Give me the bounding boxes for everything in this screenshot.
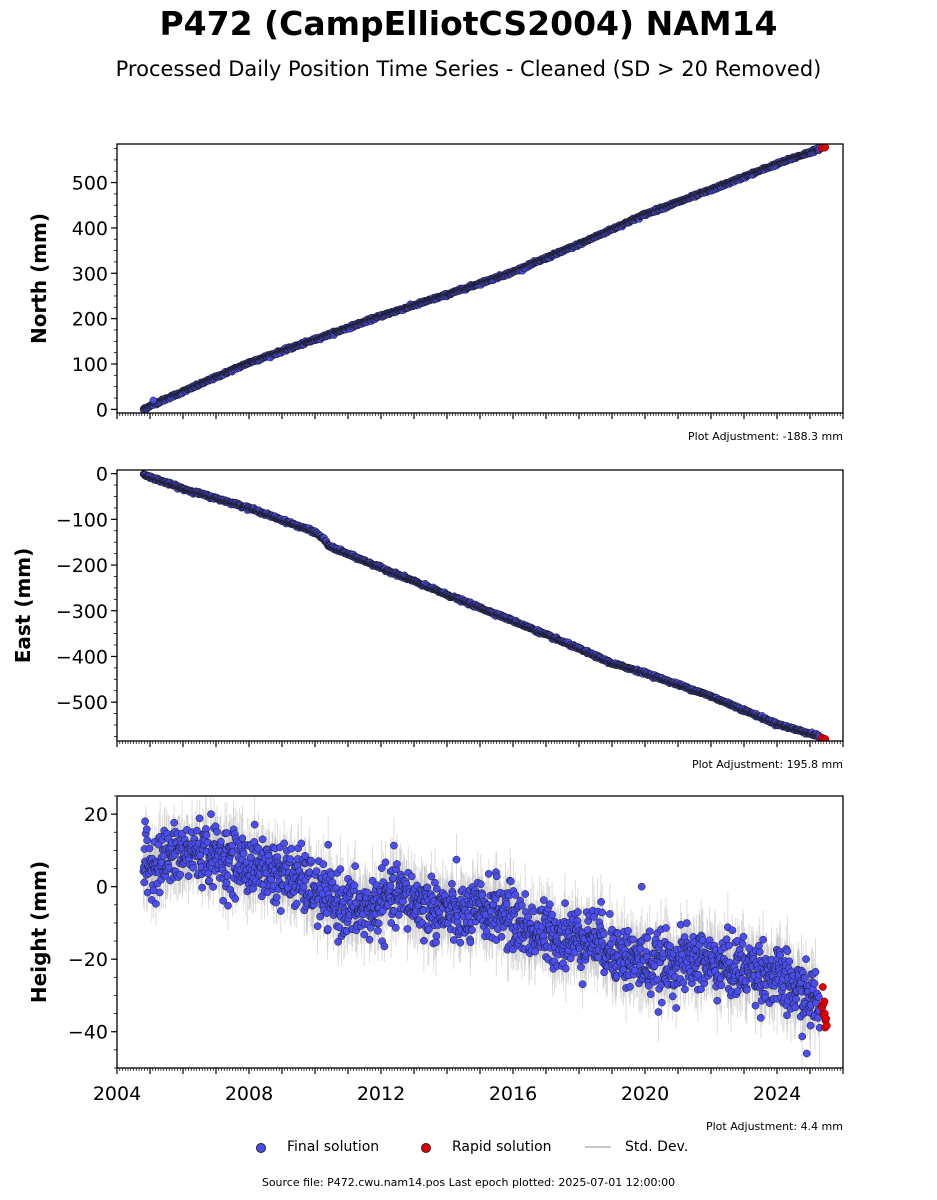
- y-tick-label: 100: [72, 354, 108, 376]
- y-tick-label: −300: [56, 601, 108, 623]
- y-tick-label: −400: [56, 646, 108, 668]
- y-axis-label: North (mm): [27, 213, 51, 344]
- y-tick-label: −500: [56, 692, 108, 714]
- panel-2: 0 −100 −200 −300 −400 −500 East (mm) Plot Adjus…: [11, 464, 844, 771]
- y-tick-label: 0: [96, 464, 108, 486]
- rapid-point: [821, 144, 830, 151]
- y-tick-label: 300: [72, 263, 108, 285]
- plot-area: [139, 470, 830, 741]
- panel-1: 0 100 200 300 400 500 North (mm) Plot Adjustmen…: [27, 143, 844, 443]
- y-tick-label: −200: [56, 555, 108, 577]
- page-subtitle: Processed Daily Position Time Series - C…: [115, 57, 822, 81]
- plot-area: [139, 144, 830, 413]
- plot-adjustment-label: Plot Adjustment: 195.8 mm: [692, 758, 843, 771]
- plot-adjustment-label: Plot Adjustment: -188.3 mm: [688, 430, 843, 443]
- y-tick-label: 200: [72, 309, 108, 331]
- y-tick-label: 500: [72, 173, 108, 195]
- rapid-point: [821, 735, 830, 741]
- y-tick-label: 0: [96, 399, 108, 421]
- y-tick-label: −100: [56, 509, 108, 531]
- page-title: P472 (CampElliotCS2004) NAM14: [159, 4, 778, 43]
- y-tick-label: 400: [72, 218, 108, 240]
- plot-area: [139, 796, 831, 1068]
- y-axis-label: East (mm): [11, 548, 35, 664]
- final-point: [149, 396, 157, 404]
